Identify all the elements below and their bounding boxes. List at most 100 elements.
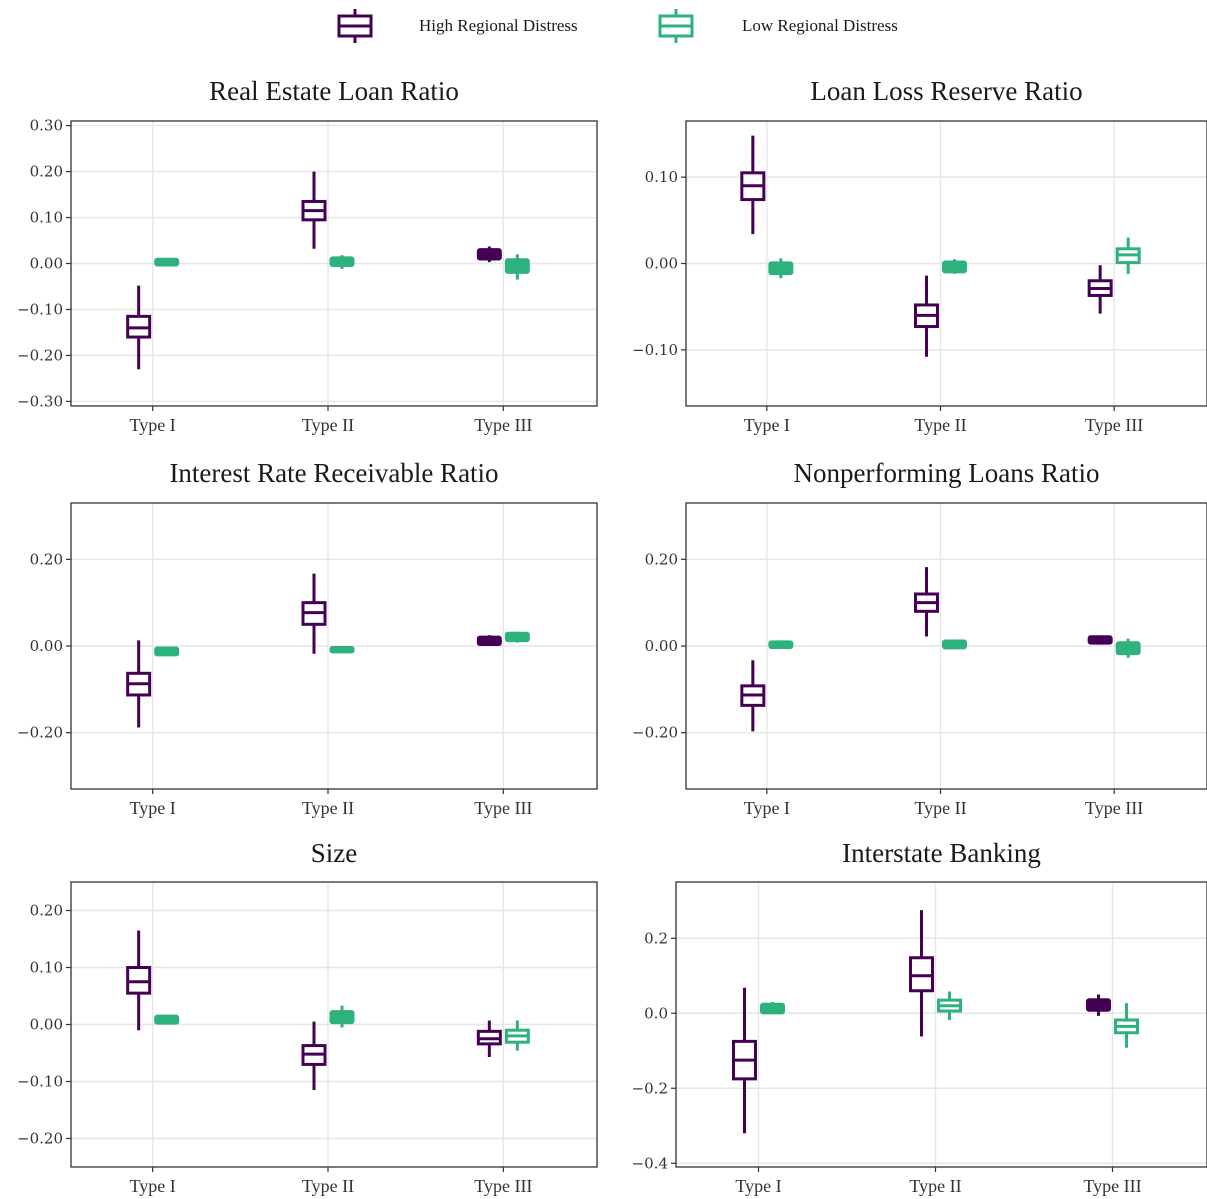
boxplot-low-regional-distress-type-ii	[329, 646, 355, 654]
box	[476, 635, 502, 646]
x-tick-label: Type II	[302, 798, 354, 818]
y-tick-label: −0.30	[17, 392, 63, 410]
box	[942, 260, 967, 274]
box	[504, 631, 530, 643]
y-tick-label: 0.20	[30, 902, 63, 920]
x-tick-label: Type I	[744, 415, 790, 435]
boxplot-high-regional-distress-type-iii	[1087, 635, 1113, 645]
x-tick-label: Type III	[1085, 415, 1143, 435]
boxplot-low-regional-distress-type-ii	[329, 1005, 355, 1028]
y-tick-label: −0.20	[17, 724, 63, 742]
x-tick-label: Type I	[735, 1176, 781, 1196]
box	[154, 257, 180, 267]
x-tick-label: Type III	[1083, 1176, 1141, 1196]
chart-nonperforming-loans-ratio: Nonperforming Loans Ratio −0.20 0.00 0.20 Ty…	[632, 458, 1207, 818]
panel-title: Size	[311, 838, 358, 868]
box	[1115, 641, 1141, 656]
y-tick-label: −0.4	[632, 1154, 668, 1172]
chart-real-estate-loan-ratio: Real Estate Loan Ratio −0.30 −0.20 −0.10 0.0…	[17, 76, 598, 435]
box	[760, 1002, 785, 1015]
boxplot-high-regional-distress-type-i	[126, 930, 152, 1031]
boxplot-low-regional-distress-type-ii	[942, 259, 967, 274]
boxplot-high-regional-distress-type-ii	[909, 910, 934, 1037]
boxplot-high-regional-distress-type-ii	[301, 573, 327, 654]
boxplot-low-regional-distress-type-ii	[937, 991, 962, 1020]
x-tick-label: Type II	[909, 1176, 961, 1196]
box	[942, 639, 967, 650]
x-tick-label: Type III	[474, 1176, 532, 1196]
panel-title: Nonperforming Loans Ratio	[794, 458, 1100, 488]
panel-title: Real Estate Loan Ratio	[209, 76, 459, 106]
x-tick-label: Type II	[302, 1176, 354, 1196]
boxplot-low-regional-distress-type-iii	[504, 631, 530, 643]
boxplot-low-regional-distress-type-iii	[1115, 638, 1141, 658]
chart-interest-rate-receivable-ratio: Interest Rate Receivable Ratio −0.20 0.00 0…	[17, 458, 598, 818]
x-tick-label: Type I	[130, 415, 176, 435]
box	[154, 1014, 180, 1025]
box	[329, 1010, 355, 1025]
box	[768, 261, 794, 276]
boxplot-high-regional-distress-type-ii	[914, 567, 939, 637]
legend: High Regional Distress Low Regional Dist…	[0, 0, 1207, 52]
y-tick-label: 0.2	[644, 929, 668, 947]
y-tick-label: −0.10	[632, 341, 678, 359]
legend-key-high-boxplot	[337, 9, 373, 43]
boxplot-low-regional-distress-type-i	[760, 1002, 785, 1015]
legend-item-high: High Regional Distress	[336, 0, 578, 52]
panel-title: Interstate Banking	[842, 838, 1041, 868]
x-tick-label: Type I	[130, 1176, 176, 1196]
y-tick-label: 0.00	[30, 1016, 63, 1034]
boxplot-high-regional-distress-type-ii	[914, 275, 939, 357]
boxplot-high-regional-distress-type-ii	[301, 171, 327, 249]
box	[329, 256, 355, 267]
legend-item-low: Low Regional Distress	[657, 0, 898, 52]
boxplot-high-regional-distress-type-iii	[476, 246, 502, 263]
x-tick-label: Type II	[302, 415, 354, 435]
boxplot-high-regional-distress-type-i	[740, 660, 766, 732]
y-tick-label: 0.30	[30, 117, 63, 135]
boxplot-low-regional-distress-type-iii	[504, 254, 530, 280]
y-tick-label: 0.00	[645, 255, 678, 273]
y-tick-label: −0.2	[632, 1079, 668, 1097]
y-tick-label: 0.10	[30, 209, 63, 227]
y-tick-label: 0.20	[30, 550, 63, 568]
boxplot-low-regional-distress-type-i	[768, 640, 794, 649]
box	[768, 640, 794, 649]
boxplot-high-regional-distress-type-ii	[301, 1021, 327, 1091]
x-tick-label: Type III	[1085, 798, 1143, 818]
chart-loan-loss-reserve-ratio: Loan Loss Reserve Ratio −0.10 0.00 0.10 Type…	[632, 76, 1207, 435]
box	[1086, 998, 1111, 1012]
boxplot-high-regional-distress-type-i	[126, 640, 152, 728]
panel-title: Loan Loss Reserve Ratio	[810, 76, 1082, 106]
x-tick-label: Type III	[474, 798, 532, 818]
y-tick-label: 0.20	[645, 550, 678, 568]
x-tick-label: Type III	[474, 415, 532, 435]
y-tick-label: −0.10	[17, 300, 63, 318]
y-tick-label: 0.20	[30, 163, 63, 181]
boxplot-high-regional-distress-type-iii	[1087, 265, 1113, 314]
y-tick-label: −0.20	[17, 1130, 63, 1148]
boxplot-high-regional-distress-type-i	[732, 987, 757, 1134]
boxplot-low-regional-distress-type-i	[154, 257, 180, 267]
y-tick-label: −0.20	[17, 346, 63, 364]
box	[329, 646, 355, 654]
box	[1087, 635, 1113, 645]
y-tick-label: 0.10	[645, 168, 678, 186]
boxplot-low-regional-distress-type-ii	[329, 255, 355, 270]
boxplot-high-regional-distress-type-i	[126, 285, 152, 370]
box	[504, 258, 530, 274]
y-tick-label: 0.00	[645, 637, 678, 655]
boxplot-low-regional-distress-type-i	[768, 258, 794, 279]
y-tick-label: 0.00	[30, 637, 63, 655]
box	[476, 248, 502, 261]
boxplot-high-regional-distress-type-i	[740, 135, 766, 235]
boxplot-high-regional-distress-type-iii	[476, 635, 502, 646]
legend-key-low-boxplot	[658, 9, 694, 43]
y-tick-label: 0.00	[30, 255, 63, 273]
y-tick-label: 0.10	[30, 959, 63, 977]
y-tick-label: −0.20	[632, 724, 678, 742]
chart-size: Size −0.20 −0.10 0.00 0.10 0.20 Type I Type II T…	[17, 838, 598, 1196]
boxplot-high-regional-distress-type-iii	[476, 1020, 502, 1057]
boxplot-low-regional-distress-type-iii	[1115, 237, 1141, 274]
boxplot-low-regional-distress-type-iii	[504, 1020, 530, 1051]
